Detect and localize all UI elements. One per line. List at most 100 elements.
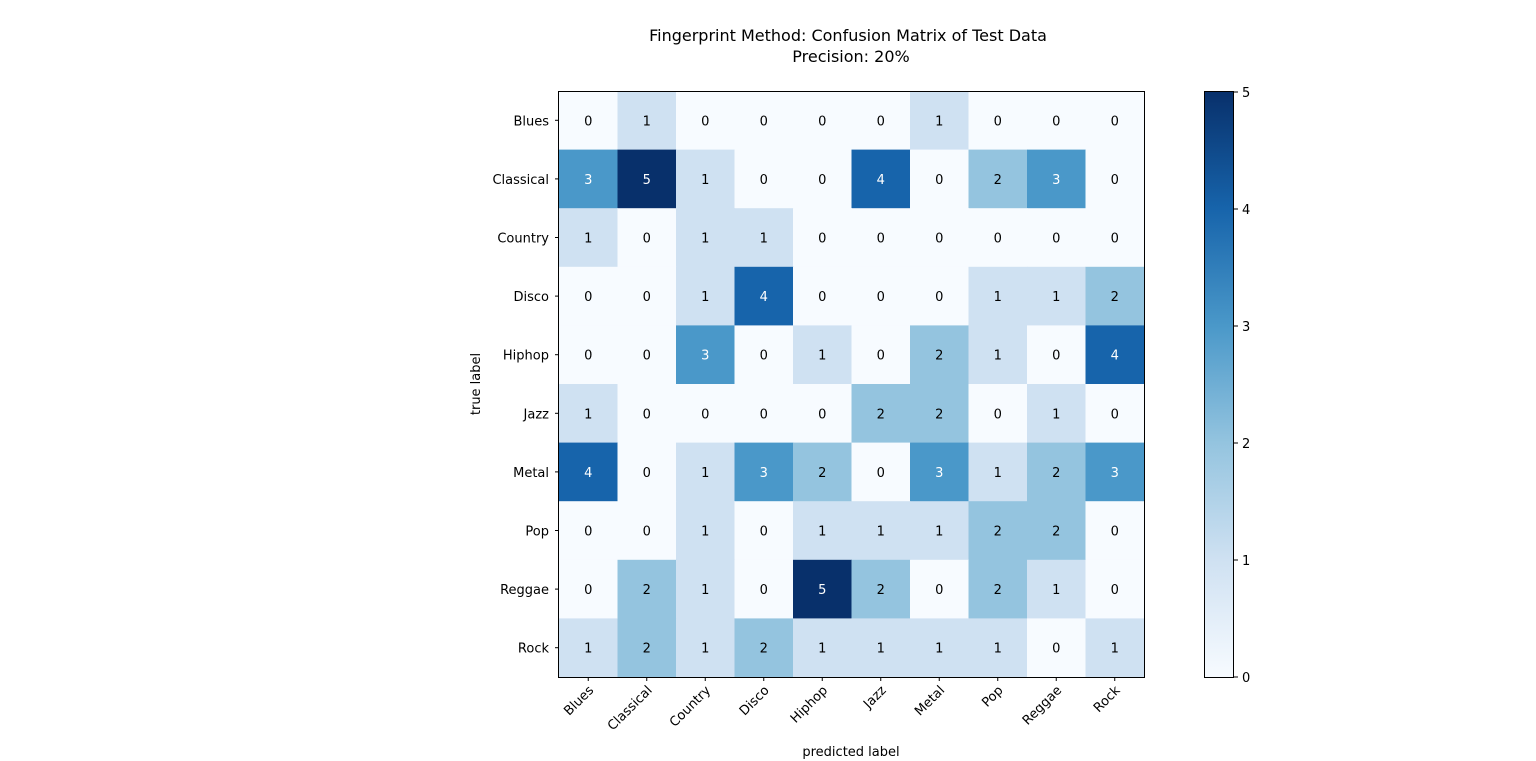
cell-value-label: 5: [818, 583, 826, 598]
heatmap-cell: [559, 384, 618, 444]
cell-value-label: 1: [701, 642, 709, 657]
x-tick-label: Disco: [737, 683, 773, 719]
cell-value-label: 2: [643, 642, 651, 657]
cell-value-label: 1: [994, 349, 1002, 364]
heatmap-cell: [676, 442, 735, 502]
cell-value-label: 1: [584, 232, 592, 247]
heatmap-cell: [1027, 384, 1086, 444]
cell-value-label: 1: [877, 525, 885, 540]
heatmap-cell: [1085, 325, 1145, 385]
heatmap-cell: [1027, 266, 1086, 326]
cell-value-label: 0: [818, 114, 826, 129]
y-axis-ticks: Blues Classical Country Disco Hiphop Jazz Meta…: [492, 114, 559, 657]
cell-value-label: 1: [994, 466, 1002, 481]
heatmap-cell: [910, 325, 969, 385]
heatmap-cell: [617, 618, 677, 678]
heatmap-cell: [617, 208, 677, 268]
heatmap-cell: [734, 618, 794, 678]
cell-value-label: 0: [701, 114, 709, 129]
heatmap-cell: [793, 384, 852, 444]
heatmap-cell: [793, 501, 852, 561]
heatmap-cell: [910, 559, 969, 619]
heatmap-cell: [851, 149, 911, 209]
heatmap-cell: [676, 501, 735, 561]
cell-value-label: 5: [643, 173, 651, 188]
y-tick-label: Disco: [514, 290, 550, 305]
heatmap-cell: [1085, 208, 1145, 268]
heatmap-cell: [968, 559, 1028, 619]
heatmap-cell: [676, 618, 735, 678]
heatmap-cell: [559, 618, 618, 678]
cell-value-label: 0: [760, 114, 768, 129]
heatmap-cell: [1085, 149, 1145, 209]
heatmap-cell: [676, 149, 735, 209]
heatmap-cell: [559, 91, 618, 151]
heatmap-cell: [1027, 559, 1086, 619]
heatmap-cell: [617, 384, 677, 444]
cell-value-label: 0: [1052, 642, 1060, 657]
cell-value-label: 1: [643, 114, 651, 129]
cell-value-label: 1: [760, 232, 768, 247]
cell-value-label: 2: [935, 407, 943, 422]
heatmap-cell: [910, 618, 969, 678]
cell-value-label: 0: [1111, 407, 1119, 422]
heatmap-cell: [1027, 149, 1086, 209]
chart-subtitle: Precision: 20%: [792, 47, 909, 66]
heatmap-cell: [559, 149, 618, 209]
cell-value-label: 1: [1052, 290, 1060, 305]
heatmap-cell: [676, 559, 735, 619]
cell-value-label: 0: [760, 525, 768, 540]
heatmap-cell: [910, 384, 969, 444]
heatmap-cell: [851, 266, 911, 326]
cell-value-label: 2: [1052, 525, 1060, 540]
colorbar-tick-label: 0: [1242, 671, 1250, 686]
cell-value-label: 0: [1052, 232, 1060, 247]
cell-value-label: 1: [701, 232, 709, 247]
cell-value-label: 1: [935, 114, 943, 129]
x-tick-label: Classical: [605, 683, 656, 734]
heatmap-cell: [559, 501, 618, 561]
cell-value-label: 0: [935, 583, 943, 598]
cell-value-label: 0: [818, 290, 826, 305]
x-tick-label: Rock: [1091, 683, 1124, 716]
heatmap-cell: [793, 149, 852, 209]
cell-value-label: 0: [935, 173, 943, 188]
cell-value-label: 0: [1111, 114, 1119, 129]
cell-value-label: 4: [760, 290, 768, 305]
x-tick-label: Country: [667, 683, 714, 730]
heatmap-cell: [910, 442, 969, 502]
heatmap-cell: [559, 266, 618, 326]
cell-value-label: 0: [643, 466, 651, 481]
cell-value-label: 1: [701, 583, 709, 598]
y-tick-label: Reggae: [500, 583, 549, 598]
heatmap-cell: [1027, 208, 1086, 268]
heatmap-cell: [793, 91, 852, 151]
cell-value-label: 0: [643, 290, 651, 305]
cell-value-label: 0: [877, 290, 885, 305]
heatmap-cell: [734, 91, 794, 151]
heatmap-cell: [793, 266, 852, 326]
heatmap-cell-labels: 0 1 0 0 0 0 1 0 0 0 3 5 1 0 0 4 0 2 3 0 1 0 1 1 0 0 0 0 0 0 0 0 1 4 0 0 0 1 1 2…: [584, 114, 1119, 656]
heatmap-cell: [617, 91, 677, 151]
heatmap-cell: [851, 91, 911, 151]
heatmap-cell: [617, 559, 677, 619]
x-tick-label: Blues: [561, 683, 597, 719]
cell-value-label: 1: [935, 525, 943, 540]
heatmap-cell: [968, 442, 1028, 502]
heatmap-cell: [851, 442, 911, 502]
heatmap-cell: [617, 501, 677, 561]
heatmap-cell: [851, 208, 911, 268]
colorbar-tick-label: 2: [1242, 437, 1250, 452]
cell-value-label: 1: [701, 525, 709, 540]
cell-value-label: 1: [994, 290, 1002, 305]
heatmap-cells: [559, 91, 1145, 678]
heatmap-cell: [968, 384, 1028, 444]
heatmap-cell: [559, 208, 618, 268]
cell-value-label: 0: [584, 114, 592, 129]
cell-value-label: 3: [1052, 173, 1060, 188]
cell-value-label: 1: [935, 642, 943, 657]
heatmap-cell: [851, 384, 911, 444]
cell-value-label: 0: [584, 349, 592, 364]
x-axis-ticks: Blues Classical Country Disco Hiphop Jazz Meta…: [561, 677, 1124, 734]
heatmap-cell: [734, 149, 794, 209]
